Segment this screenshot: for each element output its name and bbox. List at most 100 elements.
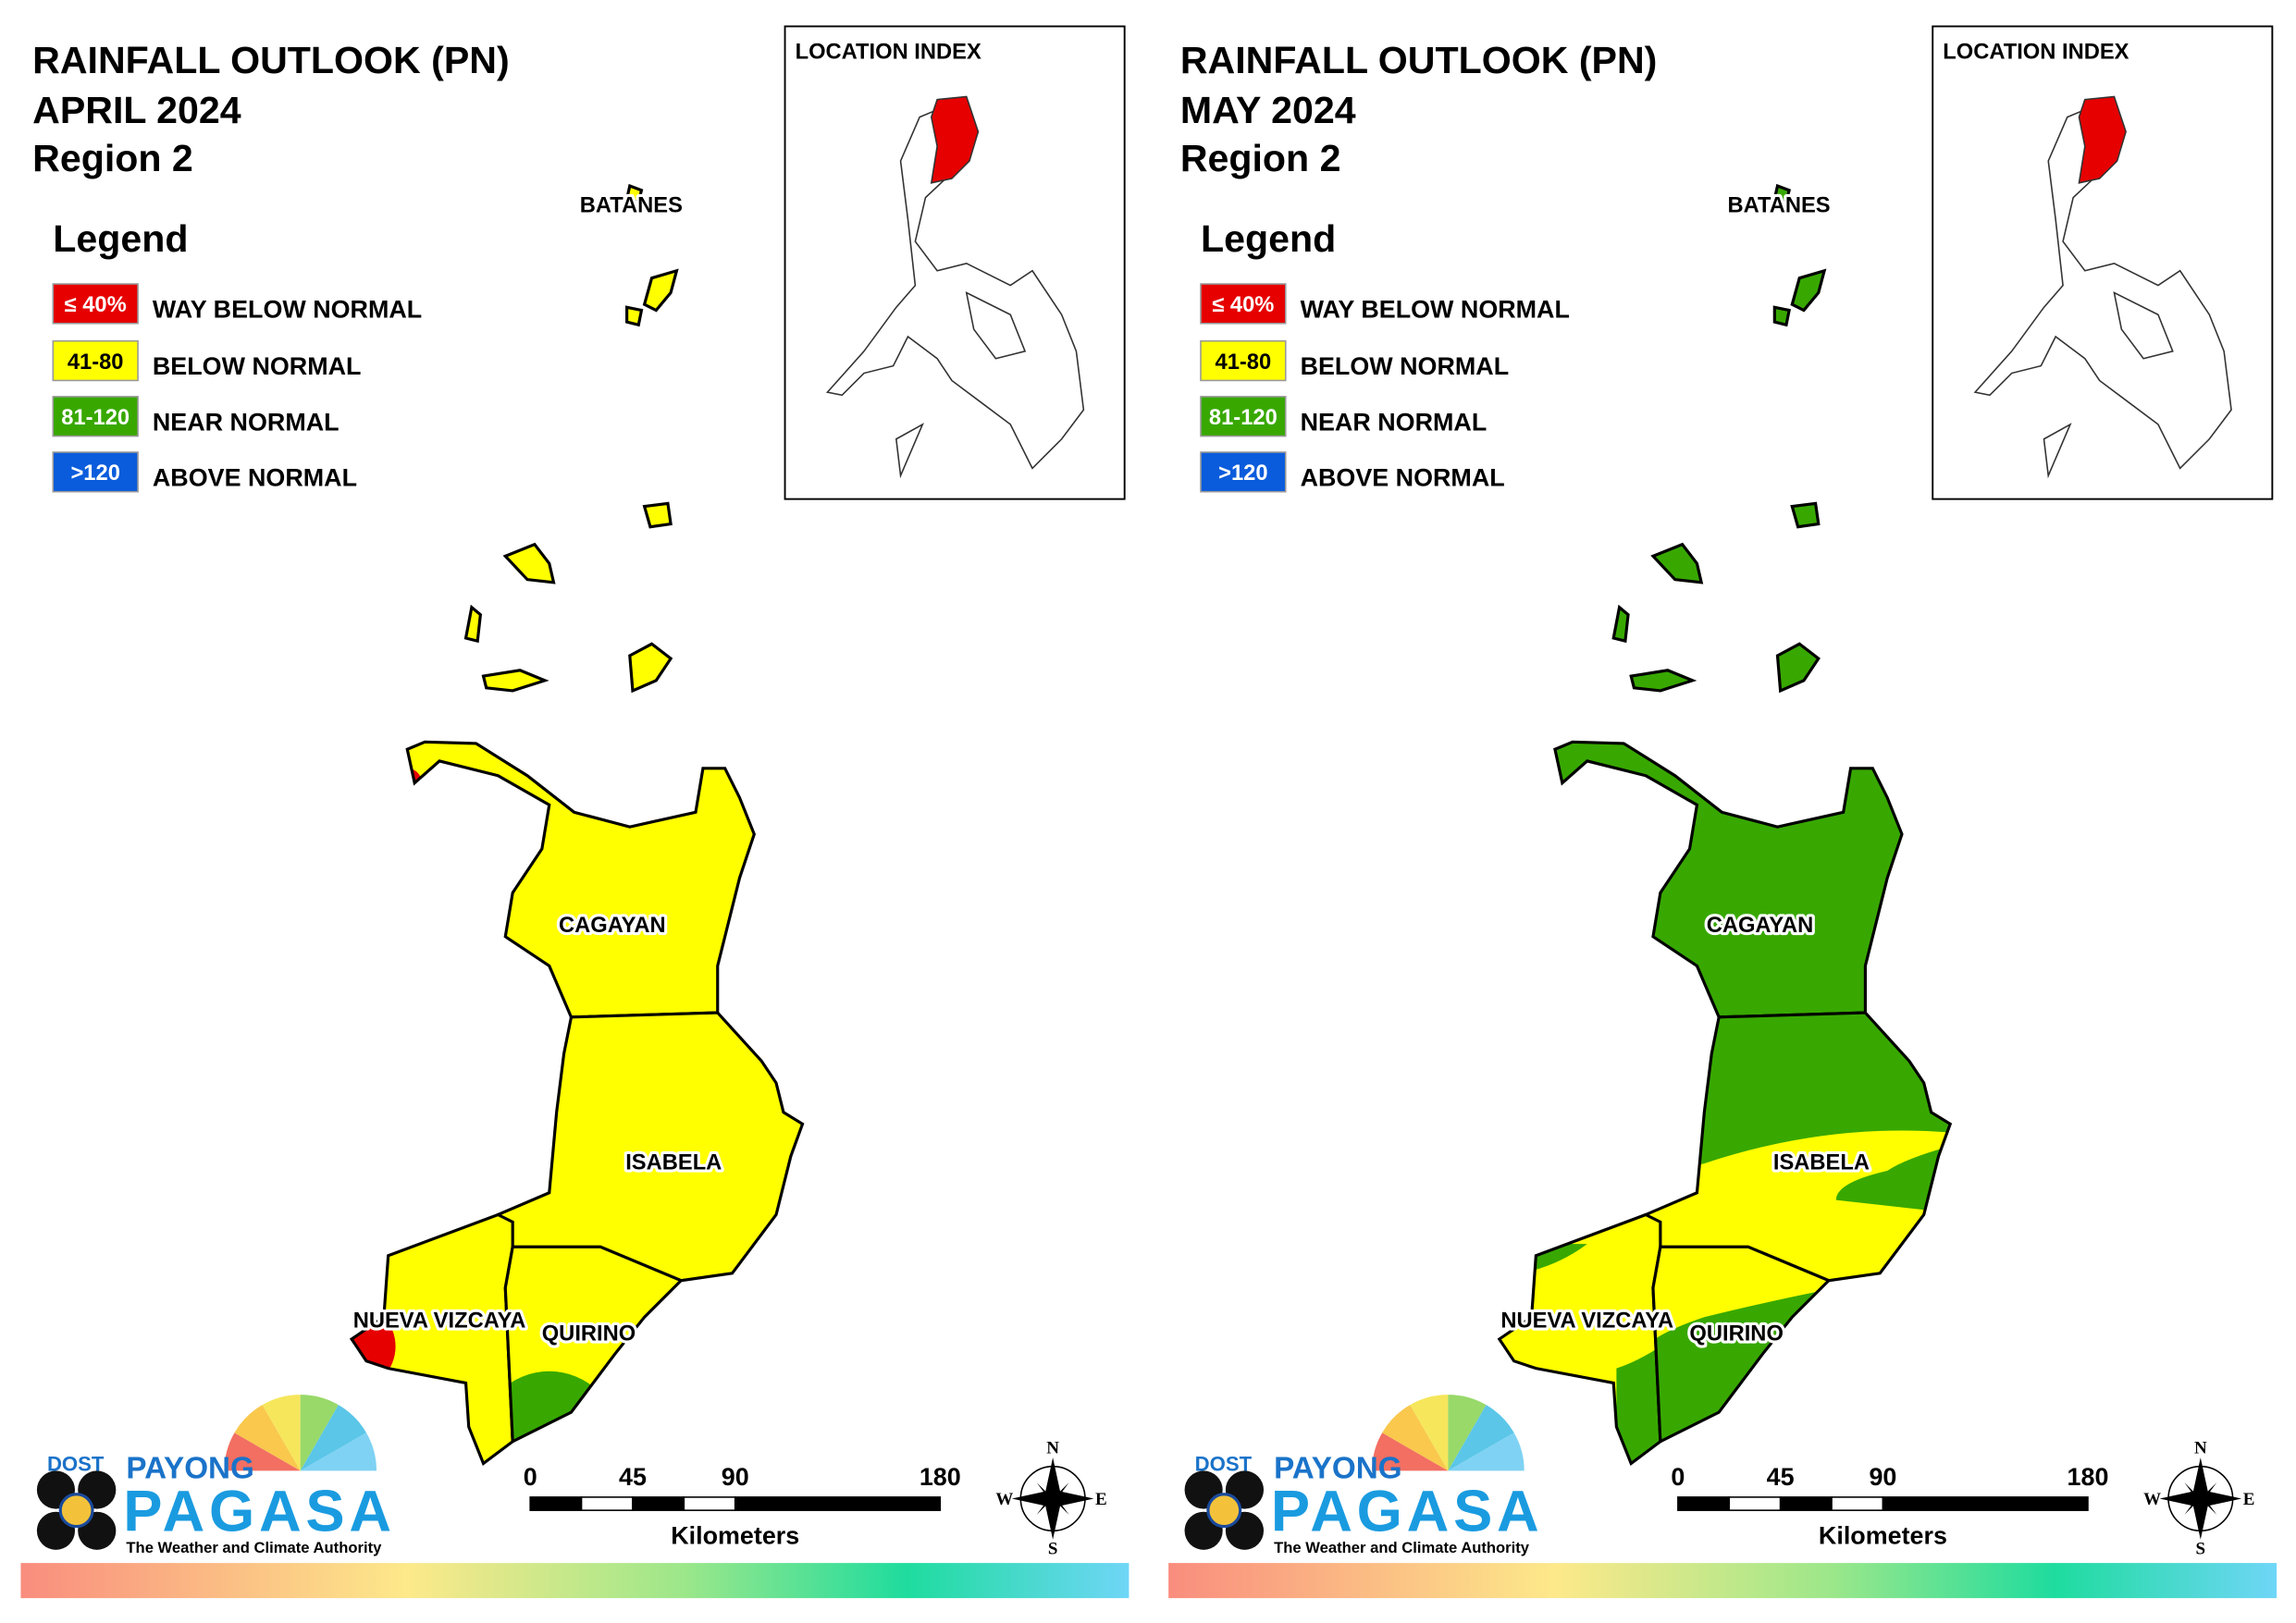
province <box>352 1214 513 1464</box>
legend-swatch <box>1200 339 1287 382</box>
province-border <box>503 1245 684 1445</box>
island <box>628 642 673 694</box>
umbrella-panel <box>1448 1432 1524 1471</box>
umbrella-panel <box>300 1432 377 1471</box>
province-border <box>1651 1245 1832 1445</box>
legend-swatch <box>52 283 139 325</box>
legend-swatch <box>1200 451 1287 493</box>
scale-unit: Kilometers <box>1819 1522 1947 1550</box>
legend-label: ABOVE NORMAL <box>1301 463 1505 491</box>
province <box>1554 742 1902 1017</box>
region-2-highlight <box>2078 95 2127 184</box>
place-label: BATANES <box>580 193 683 217</box>
compass-letter: N <box>2194 1438 2207 1457</box>
legend-swatch-label: 41-80 <box>68 350 124 375</box>
island <box>624 183 644 204</box>
legend-label: WAY BELOW NORMAL <box>153 295 422 323</box>
location-index-title: LOCATION INDEX <box>1943 40 2129 64</box>
province-border <box>1553 740 1904 1019</box>
umbrella-panel <box>1448 1405 1514 1471</box>
umbrella-panel <box>224 1432 301 1471</box>
island <box>1772 305 1792 327</box>
logo-seal-center <box>1206 1493 1242 1529</box>
map-region: Region 2 <box>1180 137 1341 179</box>
location-index-title: LOCATION INDEX <box>796 40 981 64</box>
legend-swatch-label: >120 <box>70 461 119 486</box>
island <box>1611 604 1630 644</box>
legend-swatch-label: 81-120 <box>61 406 130 430</box>
scale-tick-label: 0 <box>1671 1463 1685 1491</box>
legend-swatch-label: >120 <box>1218 461 1267 486</box>
umbrella-panel <box>1382 1405 1449 1471</box>
island <box>1775 642 1821 694</box>
logo-name-top: PAYONG <box>1274 1451 1401 1485</box>
map-region: Region 2 <box>32 137 193 179</box>
compass-letter: S <box>2196 1540 2206 1559</box>
logo-tagline: The Weather and Climate Authority <box>126 1539 382 1556</box>
legend-swatch-label: ≤ 40% <box>1212 293 1274 317</box>
map-title: RAINFALL OUTLOOK (PN) <box>1180 39 1658 81</box>
legend-swatch-label: 41-80 <box>1216 350 1272 375</box>
umbrella-panel <box>1372 1432 1449 1471</box>
island <box>1650 542 1704 584</box>
compass-letter: E <box>1095 1490 1107 1509</box>
outlook-panel: RAINFALL OUTLOOK (PN) APRIL 2024 Region 2 L… <box>20 25 1129 1599</box>
legend-label: BELOW NORMAL <box>153 352 362 380</box>
scale-segment <box>1882 1496 2089 1511</box>
island <box>481 669 549 693</box>
scale-tick-label: 0 <box>524 1463 537 1491</box>
philippines-outline <box>1973 108 2232 479</box>
island <box>1629 669 1697 693</box>
legend-swatch <box>52 396 139 437</box>
color-band <box>20 1563 1129 1599</box>
province-border <box>405 740 756 1019</box>
compass-letter: N <box>1046 1438 1059 1457</box>
philippines-outline <box>825 108 1085 479</box>
scale-segment <box>1728 1496 1782 1511</box>
island <box>642 501 673 529</box>
island <box>1772 183 1792 204</box>
scale-unit: Kilometers <box>671 1522 799 1550</box>
island <box>1790 501 1821 529</box>
compass-letter: E <box>2243 1490 2255 1509</box>
wet-zone <box>1674 1013 1951 1172</box>
compass-star <box>2159 1457 2242 1540</box>
scale-tick-label: 45 <box>619 1463 647 1491</box>
compass-star <box>1011 1457 1094 1540</box>
scale-tick-label: 180 <box>2068 1463 2109 1491</box>
umbrella-panel <box>262 1395 301 1471</box>
province <box>407 742 755 1017</box>
island <box>642 268 679 313</box>
map-title: RAINFALL OUTLOOK (PN) <box>32 39 510 81</box>
legend-label: BELOW NORMAL <box>1301 352 1510 380</box>
umbrella-panel <box>234 1405 301 1471</box>
logo-agency: DOST <box>1195 1452 1253 1475</box>
color-band <box>1168 1563 2277 1599</box>
scale-segment <box>734 1496 942 1511</box>
umbrella-panel <box>300 1395 339 1471</box>
logo-tagline: The Weather and Climate Authority <box>1274 1539 1530 1556</box>
outlook-panel: RAINFALL OUTLOOK (PN) MAY 2024 Region 2 Leg… <box>1168 25 2277 1599</box>
legend-label: NEAR NORMAL <box>1301 408 1487 436</box>
compass-letter: W <box>995 1490 1013 1509</box>
scale-segment <box>683 1496 736 1511</box>
scale-tick-label: 90 <box>1869 1463 1896 1491</box>
compass-letter: S <box>1048 1540 1058 1559</box>
place-label: CAGAYAN <box>559 914 666 938</box>
place-label: NUEVA VIZCAYA <box>353 1309 526 1333</box>
place-label: NUEVA VIZCAYA <box>1500 1309 1673 1333</box>
legend-label: WAY BELOW NORMAL <box>1301 295 1570 323</box>
province <box>498 1013 803 1281</box>
legend-swatch <box>1200 283 1287 325</box>
logo-agency: DOST <box>47 1452 105 1475</box>
place-label: QUIRINO <box>1689 1322 1783 1346</box>
map-period: APRIL 2024 <box>32 89 241 131</box>
scale-tick-label: 180 <box>920 1463 961 1491</box>
island <box>463 604 483 644</box>
scale-segment <box>580 1496 634 1511</box>
island <box>1790 268 1827 313</box>
legend-swatch <box>52 451 139 493</box>
legend-swatch-label: ≤ 40% <box>65 293 127 317</box>
